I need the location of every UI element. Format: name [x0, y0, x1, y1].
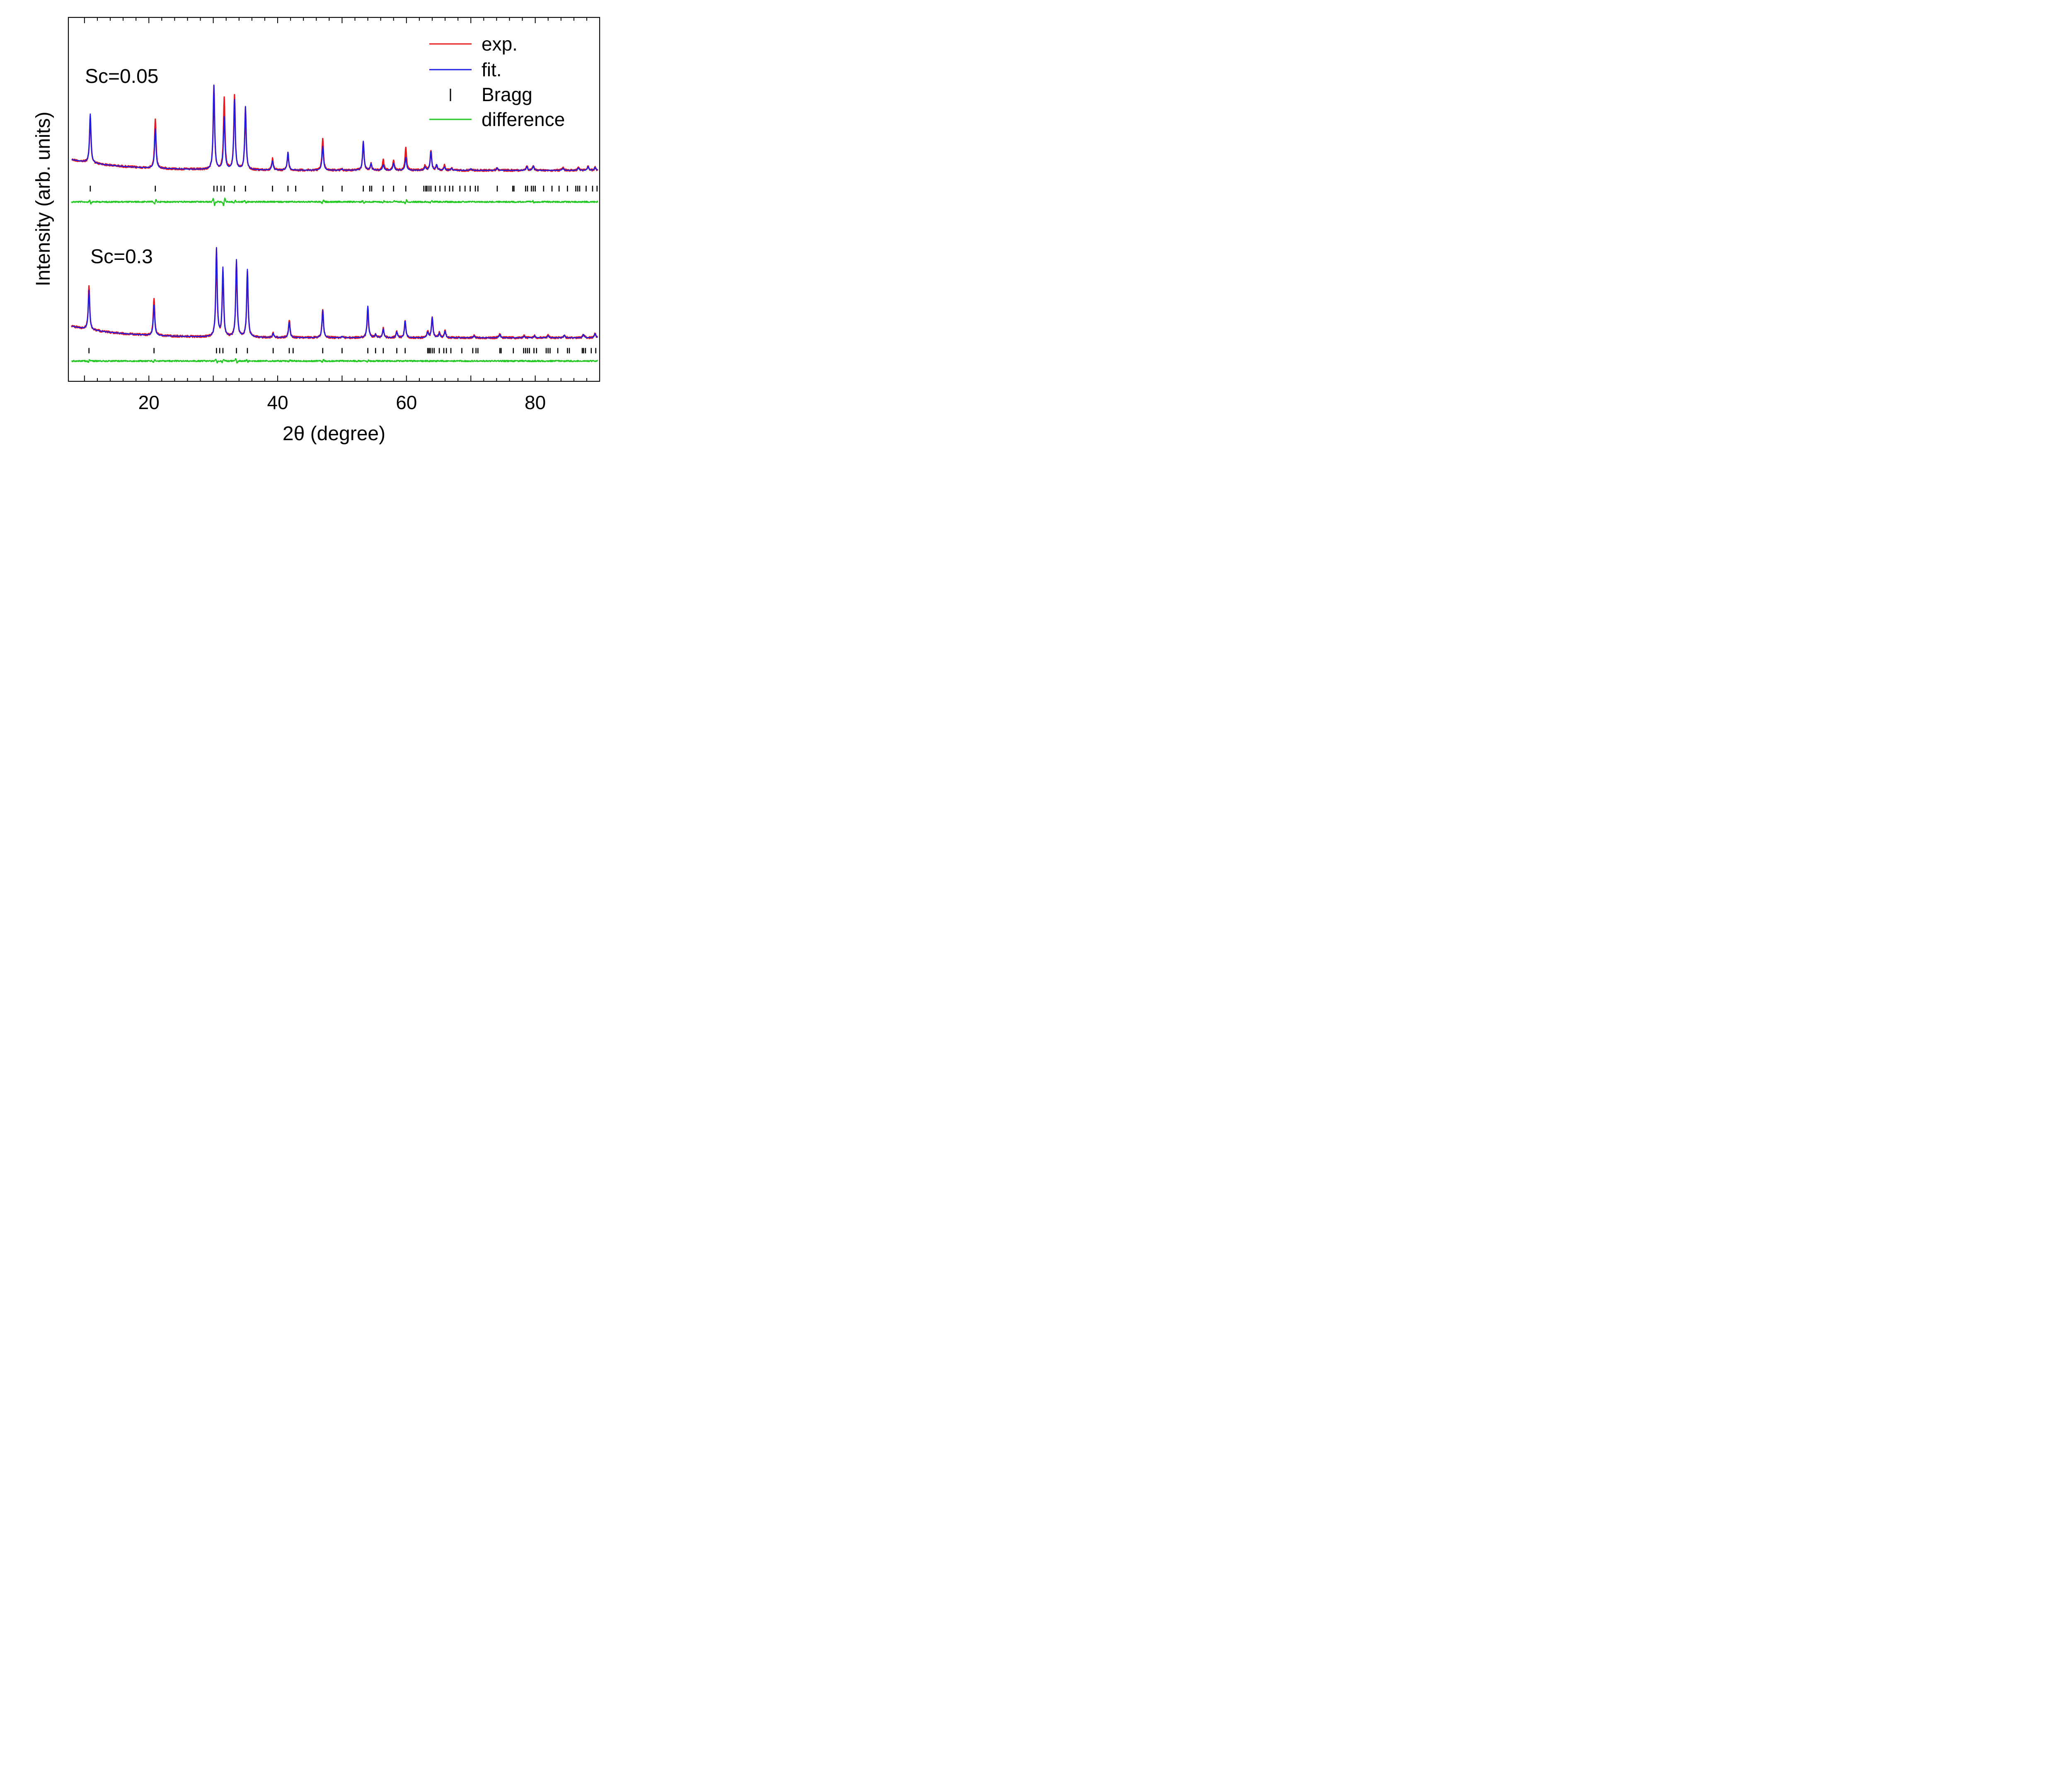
axis-ticks	[84, 17, 600, 381]
panel-label-bottom: Sc=0.3	[90, 246, 153, 268]
panel-top	[71, 84, 598, 206]
plot-frame	[68, 17, 600, 382]
difference-series-line	[71, 197, 598, 206]
legend-label-bragg: Bragg	[482, 84, 533, 105]
x-tick-label: 60	[396, 392, 417, 413]
y-axis-label: Intensity (arb. units)	[32, 111, 54, 286]
difference-series-line	[71, 358, 598, 364]
plot-area	[71, 84, 598, 364]
legend-label-difference: difference	[482, 109, 565, 130]
x-tick-label: 80	[525, 392, 546, 413]
panel-bottom	[71, 247, 598, 364]
x-tick-label: 20	[138, 392, 160, 413]
x-tick-label: 40	[267, 392, 288, 413]
xrd-refinement-chart: 20 40 60 80 Sc=0.05 Sc=0.3 exp. fit. Bragg …	[32, 17, 600, 445]
x-axis-label: 2θ (degree)	[283, 423, 385, 445]
fit-series-line	[71, 84, 598, 171]
legend-label-exp: exp.	[482, 33, 518, 55]
x-tick-labels: 20 40 60 80	[138, 392, 546, 413]
legend: exp. fit. Bragg difference	[429, 33, 565, 130]
fit-series-line	[71, 247, 598, 339]
panel-label-top: Sc=0.05	[85, 65, 158, 87]
legend-label-fit: fit.	[482, 59, 502, 80]
